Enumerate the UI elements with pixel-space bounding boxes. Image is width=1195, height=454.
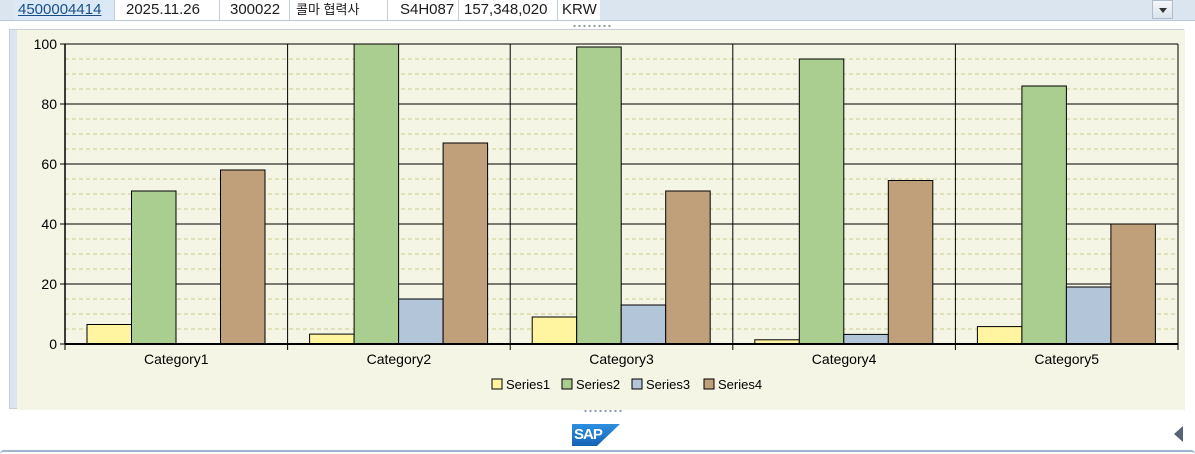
bar-series4-category5: [1110, 223, 1156, 345]
bar-series1-category2: [309, 333, 355, 345]
legend-swatch-series3: [631, 378, 643, 390]
legend-label-series3: Series3: [646, 377, 690, 392]
bar-series2-category3: [576, 46, 622, 345]
legend-swatch-series4: [703, 378, 715, 390]
legend-label-series1: Series1: [506, 377, 550, 392]
splitter-handle-top[interactable]: [572, 24, 612, 28]
document-date: 2025.11.26: [115, 0, 220, 20]
bar-series3-category5: [1065, 286, 1112, 345]
x-tick-label: Category3: [589, 351, 654, 367]
plant-code: S4H087: [388, 0, 459, 20]
splitter-handle-bottom[interactable]: [583, 409, 623, 413]
record-toolbar: 4500004414 2025.11.26 300022 콜마 협력사 S4H0…: [0, 0, 1195, 21]
bar-series3-category2: [398, 298, 444, 345]
chart-container: 0 20 40 60 80 100 Category1 Category2 Category3 C…: [9, 29, 1185, 410]
chart-area: 0 20 40 60 80 100 Category1 Category2 Category3 C…: [17, 30, 1185, 410]
bar-series3-category4: [843, 333, 889, 345]
y-tick-label: 20: [41, 276, 57, 292]
y-tick-label: 0: [49, 336, 57, 352]
legend-label-series4: Series4: [718, 377, 762, 392]
y-tick-label: 40: [41, 216, 57, 232]
vendor-name: 콜마 협력사: [290, 0, 388, 20]
bar-series1-category3: [531, 316, 578, 345]
bar-series2-category4: [798, 58, 845, 345]
bar-series4-category4: [887, 180, 934, 345]
x-tick-label: Category4: [812, 351, 877, 367]
x-tick-label: Category1: [144, 351, 209, 367]
bar-series1-category5: [976, 326, 1023, 345]
bar-series2-category2: [353, 43, 400, 345]
bottom-panel-edge: [0, 450, 1195, 454]
x-tick-label: Category2: [367, 351, 432, 367]
dropdown-button[interactable]: [1152, 0, 1173, 19]
record-row[interactable]: 4500004414 2025.11.26 300022 콜마 협력사 S4H0…: [14, 0, 600, 20]
currency: KRW: [558, 0, 600, 20]
bar-series4-category1: [220, 169, 266, 345]
bar-chart: 0 20 40 60 80 100 Category1 Category2 Category3 C…: [34, 36, 1179, 392]
legend-label-series2: Series2: [576, 377, 620, 392]
bar-series3-category3: [620, 304, 667, 345]
legend-swatch-series2: [561, 378, 573, 390]
bar-series1-category1: [86, 324, 132, 345]
vendor-code: 300022: [220, 0, 290, 20]
y-tick-label: 60: [41, 156, 57, 172]
bar-series4-category2: [442, 142, 489, 345]
legend-swatch-series1: [491, 378, 503, 390]
x-tick-label: Category5: [1034, 351, 1099, 367]
bar-series4-category3: [665, 190, 711, 345]
bar-series2-category1: [131, 190, 177, 345]
y-tick-label: 100: [34, 36, 58, 52]
document-number-link[interactable]: 4500004414: [14, 0, 115, 20]
sap-logo: SAP: [572, 424, 620, 446]
y-tick-label: 80: [41, 96, 57, 112]
amount: 157,348,020: [459, 0, 558, 20]
bar-series2-category5: [1021, 85, 1067, 345]
scroll-left-icon[interactable]: [1174, 426, 1183, 442]
